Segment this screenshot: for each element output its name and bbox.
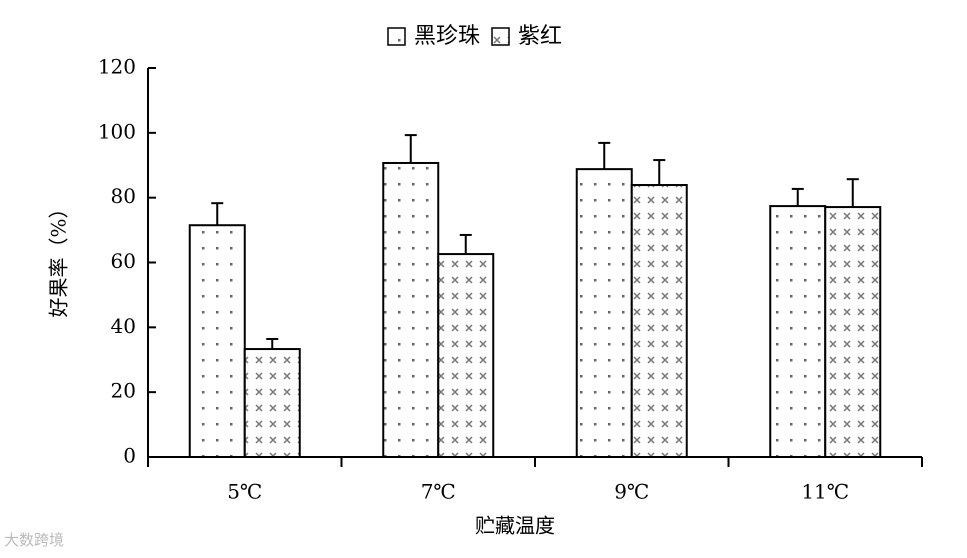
legend-swatch — [387, 27, 406, 46]
bar — [630, 184, 688, 458]
legend-swatch — [491, 27, 510, 46]
y-tick-label: 100 — [98, 119, 136, 143]
y-axis-label: 好果率（%） — [47, 198, 71, 317]
watermark: 大数跨境 — [4, 531, 64, 549]
bar — [188, 224, 246, 458]
x-tick-label: 9℃ — [614, 480, 649, 504]
y-tick-label: 60 — [111, 249, 136, 273]
y-tick-label: 80 — [111, 184, 136, 208]
x-tick-label: 11℃ — [801, 480, 849, 504]
x-axis-label: 贮藏温度 — [475, 514, 555, 538]
bar — [769, 205, 827, 458]
legend-label: 紫红 — [518, 24, 562, 49]
y-tick-label: 40 — [111, 314, 136, 338]
y-tick-label: 120 — [98, 55, 136, 79]
bar — [824, 206, 882, 458]
y-tick-label: 20 — [111, 379, 136, 403]
legend-label: 黑珍珠 — [414, 24, 480, 49]
bar — [382, 161, 440, 458]
y-tick-label: 0 — [123, 444, 136, 468]
x-tick-label: 5℃ — [227, 480, 262, 504]
bar — [575, 168, 633, 458]
bar — [437, 253, 495, 458]
x-tick-label: 7℃ — [421, 480, 456, 504]
bar — [243, 348, 301, 458]
